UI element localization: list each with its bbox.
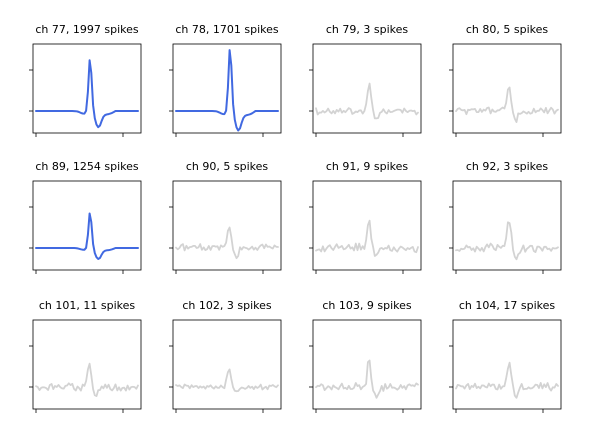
- panel-5: ch 89, 1254 spikes: [29, 160, 142, 274]
- axes-frame: [452, 319, 562, 410]
- series-trace: [315, 219, 419, 257]
- panel-11: ch 103, 9 spikes: [309, 299, 422, 413]
- panel-12: ch 104, 17 spikes: [449, 299, 562, 413]
- series-trace: [175, 226, 279, 260]
- series-trace: [35, 59, 139, 129]
- series-trace: [315, 82, 419, 120]
- series-trace: [455, 86, 559, 123]
- series-trace: [315, 359, 419, 399]
- axes-frame: [312, 319, 422, 410]
- panel-6: ch 90, 5 spikes: [169, 160, 282, 274]
- axes-frame: [452, 180, 562, 271]
- axes-frame: [312, 180, 422, 271]
- panel-3: ch 79, 3 spikes: [309, 23, 422, 137]
- panel-9: ch 101, 11 spikes: [29, 299, 142, 413]
- panel-7: ch 91, 9 spikes: [309, 160, 422, 274]
- panel-title: ch 80, 5 spikes: [466, 23, 549, 36]
- axes-frame: [32, 43, 142, 134]
- panel-10: ch 102, 3 spikes: [169, 299, 282, 413]
- panel-4: ch 80, 5 spikes: [449, 23, 562, 137]
- panel-2: ch 78, 1701 spikes: [169, 23, 282, 137]
- panel-title: ch 102, 3 spikes: [182, 299, 272, 312]
- panel-title: ch 101, 11 spikes: [39, 299, 136, 312]
- series-trace: [455, 361, 559, 399]
- panel-title: ch 104, 17 spikes: [459, 299, 556, 312]
- axes-frame: [32, 180, 142, 271]
- series-trace: [175, 49, 279, 132]
- series-trace: [35, 212, 139, 260]
- axes-frame: [452, 43, 562, 134]
- axes-frame: [172, 180, 282, 271]
- axes-frame: [172, 43, 282, 134]
- panel-title: ch 89, 1254 spikes: [35, 160, 139, 173]
- axes-frame: [32, 319, 142, 410]
- series-trace: [455, 221, 559, 261]
- panel-title: ch 103, 9 spikes: [322, 299, 412, 312]
- panel-title: ch 79, 3 spikes: [326, 23, 409, 36]
- panel-1: ch 77, 1997 spikes: [29, 23, 142, 137]
- axes-frame: [172, 319, 282, 410]
- panel-title: ch 90, 5 spikes: [186, 160, 269, 173]
- series-trace: [175, 368, 279, 393]
- panel-title: ch 92, 3 spikes: [466, 160, 549, 173]
- panel-title: ch 78, 1701 spikes: [175, 23, 279, 36]
- series-trace: [35, 362, 139, 398]
- panel-title: ch 77, 1997 spikes: [35, 23, 139, 36]
- axes-frame: [312, 43, 422, 134]
- panel-8: ch 92, 3 spikes: [449, 160, 562, 274]
- panel-title: ch 91, 9 spikes: [326, 160, 409, 173]
